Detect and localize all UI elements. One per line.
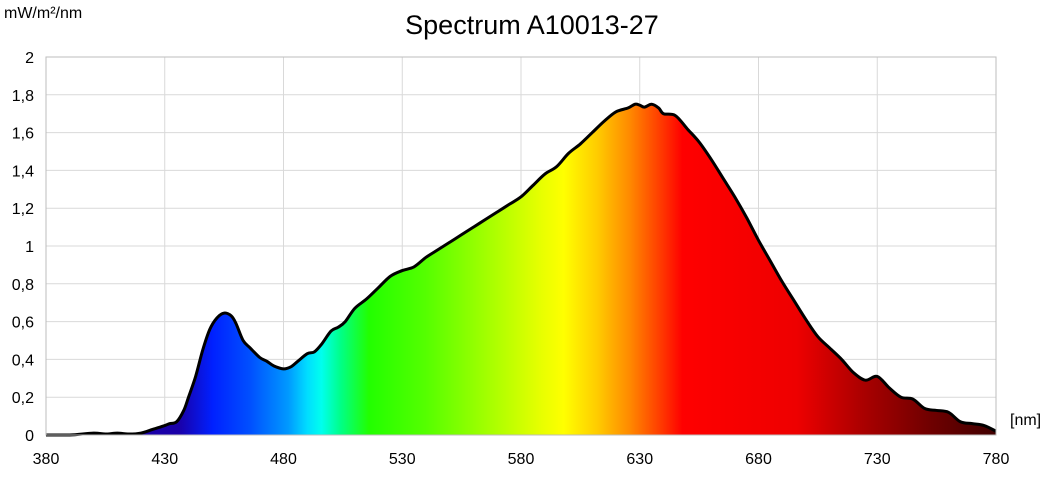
- y-tick-label: 0,2: [12, 390, 34, 407]
- x-tick-label: 480: [270, 451, 297, 468]
- y-tick-label: 2: [25, 50, 34, 67]
- y-tick-label: 1,4: [12, 163, 34, 180]
- y-tick-label: 1,6: [12, 126, 34, 143]
- x-tick-labels: 380 430 480 530 580 630 680 730 780: [33, 451, 1010, 468]
- y-tick-label: 1,8: [12, 88, 34, 105]
- spectrum-area: [46, 104, 996, 436]
- x-tick-label: 430: [151, 451, 178, 468]
- x-tick-label: 630: [626, 451, 653, 468]
- y-tick-labels: 0 0,2 0,4 0,6 0,8 1 1,2 1,4 1,6 1,8 2: [12, 50, 34, 445]
- y-tick-label: 1: [25, 239, 34, 256]
- x-tick-label: 380: [33, 451, 60, 468]
- y-tick-label: 0,8: [12, 277, 34, 294]
- y-tick-label: 0: [25, 428, 34, 445]
- x-tick-label: 680: [745, 451, 772, 468]
- y-tick-label: 0,4: [12, 352, 34, 369]
- x-tick-label: 780: [983, 451, 1010, 468]
- x-axis-label: [nm]: [1010, 412, 1042, 429]
- plot-frame: [45, 56, 997, 436]
- x-tick-label: 530: [389, 451, 416, 468]
- chart-title: Spectrum A10013-27: [405, 10, 659, 40]
- spectrum-line: [46, 102, 997, 437]
- x-tick-label: 730: [864, 451, 891, 468]
- y-axis-label: mW/m²/nm: [4, 5, 83, 22]
- y-tick-label: 0,6: [12, 315, 34, 332]
- x-tick-label: 580: [508, 451, 535, 468]
- y-tick-label: 1,2: [12, 201, 34, 218]
